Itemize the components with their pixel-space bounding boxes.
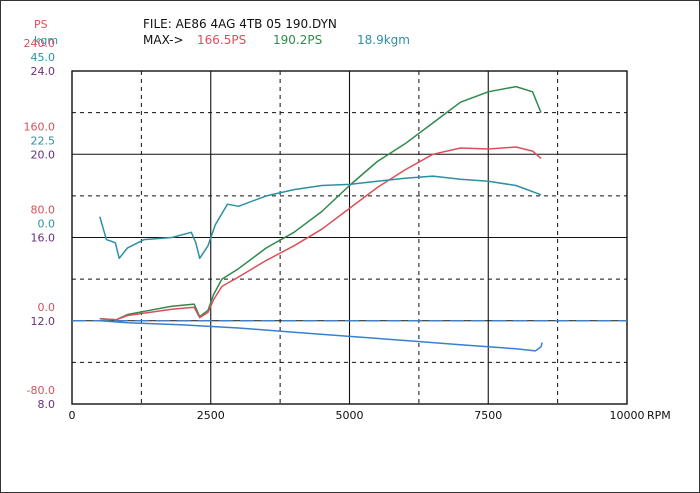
max-ps-1: 166.5PS [197, 33, 246, 47]
y-tick-label: 0.0 [38, 301, 56, 314]
series-line-166-5ps [99, 146, 542, 321]
ps-axis-label: PS [34, 18, 48, 31]
y-tick-label: 16.0 [31, 232, 56, 245]
y-tick-label: 160.0 [24, 120, 56, 133]
x-tick-labels: 0 2500 5000 7500 10000 [69, 409, 645, 422]
max-ps-2: 190.2PS [273, 33, 322, 47]
max-label: MAX-> [143, 33, 184, 47]
kgm-axis-label: kgm [34, 34, 58, 47]
x-tick-label: 0 [69, 409, 76, 422]
x-tick-label: 5000 [336, 409, 364, 422]
series-lines [72, 85, 627, 352]
y-tick-label: 20.0 [31, 148, 56, 161]
series-line-afr [99, 320, 543, 352]
x-tick-label: 2500 [197, 409, 225, 422]
series-line-18-9kgm [99, 175, 542, 260]
y-tick-label: 240.0 [24, 37, 56, 50]
y-tick-label: 80.0 [31, 204, 56, 217]
y-tick-label: 24.0 [31, 65, 56, 78]
x-tick-label: 7500 [474, 409, 502, 422]
y-tick-label: -80.0 [27, 384, 55, 397]
y-tick-label: 45.0 [31, 51, 56, 64]
y-tick-label: 0.0 [38, 218, 56, 231]
max-kgm: 18.9kgm [357, 33, 410, 47]
chart-grid [71, 70, 628, 405]
x-axis-label: RPM [647, 409, 671, 422]
x-tick-label: 10000 [610, 409, 645, 422]
y-tick-label: 8.0 [38, 398, 56, 411]
file-name: FILE: AE86 4AG 4TB 05 190.DYN [143, 17, 337, 31]
series-line-190-2ps [99, 85, 542, 321]
y-tick-labels: 240.045.024.0160.022.520.080.00.016.00.0… [24, 37, 56, 411]
y-tick-label: 22.5 [31, 134, 56, 147]
y-tick-label: 12.0 [31, 315, 56, 328]
